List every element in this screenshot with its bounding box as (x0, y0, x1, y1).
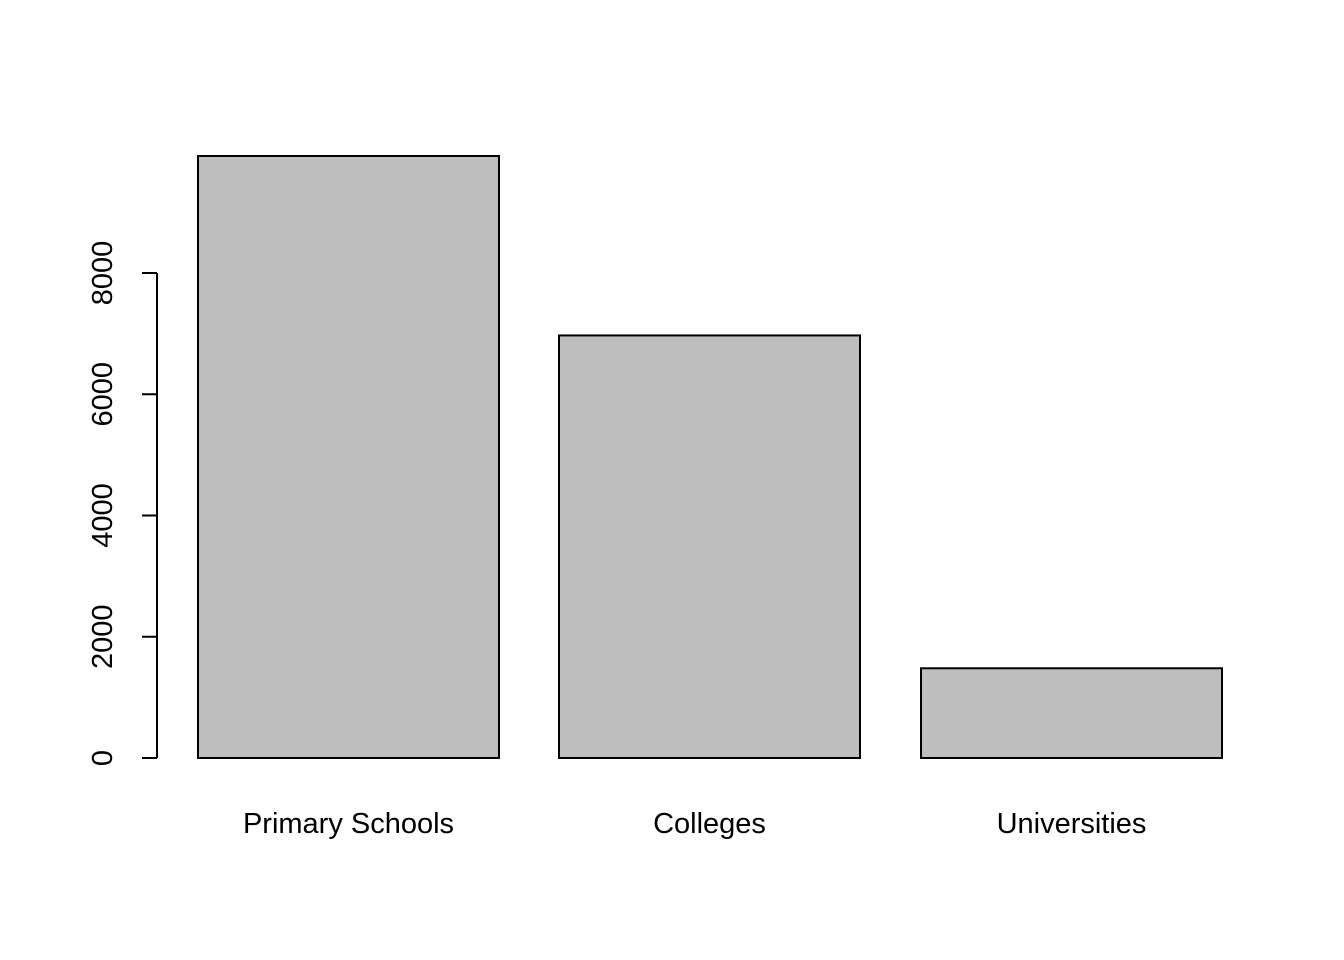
bar-primary-schools (197, 154, 500, 759)
x-category-label: Universities (997, 808, 1147, 840)
y-tick-label: 4000 (87, 483, 119, 548)
bar-universities (920, 667, 1223, 760)
y-tick-label: 2000 (87, 604, 119, 669)
bar-colleges (558, 334, 861, 759)
x-category-label: Primary Schools (243, 808, 454, 840)
x-category-label: Colleges (653, 808, 766, 840)
bars (197, 154, 1223, 760)
y-tick-label: 8000 (87, 241, 119, 306)
x-axis-labels: Primary Schools Colleges Universities (243, 808, 1147, 840)
y-axis: 0 2000 4000 6000 8000 (87, 241, 158, 766)
y-tick-label: 6000 (87, 362, 119, 427)
y-tick-label: 0 (87, 750, 119, 766)
